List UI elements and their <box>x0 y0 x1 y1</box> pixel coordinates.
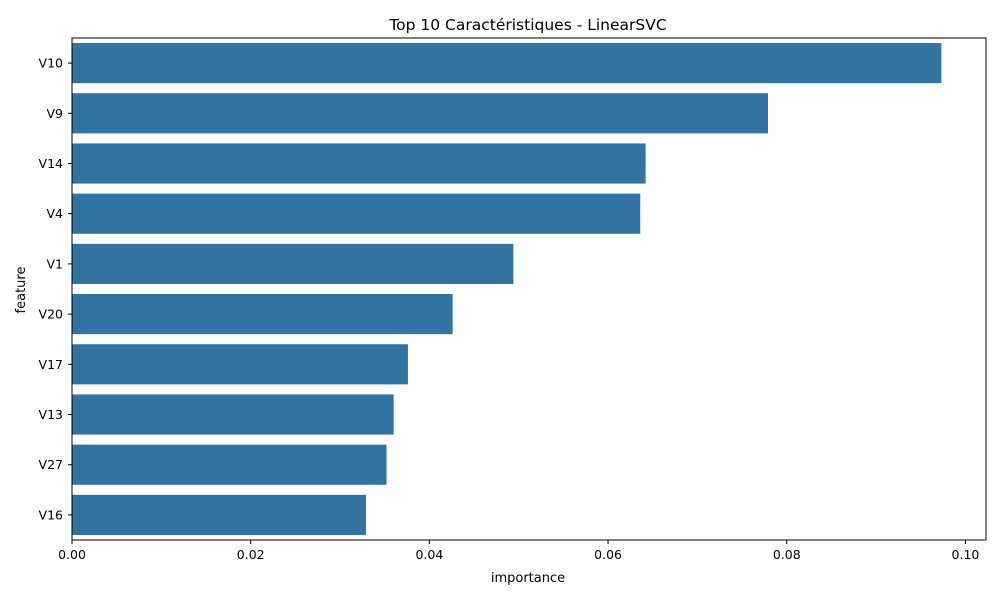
plot-frame <box>71 37 987 541</box>
y-tick-label: V10 <box>39 56 64 71</box>
x-tick-label: 0.02 <box>237 547 265 562</box>
bar-v14 <box>72 143 646 184</box>
bar-v4 <box>72 193 641 234</box>
y-tick-label: V1 <box>46 256 63 271</box>
y-tick-label: V20 <box>39 307 64 322</box>
x-tick-label: 0.06 <box>594 547 622 562</box>
bars-layer <box>72 43 942 535</box>
y-tick-label: V4 <box>46 206 63 221</box>
bar-v20 <box>72 294 453 335</box>
y-axis-label: feature <box>14 267 29 314</box>
x-axis-label: importance <box>491 571 565 586</box>
bar-v1 <box>72 243 514 284</box>
bar-v16 <box>72 494 366 535</box>
x-tick-label: 0.08 <box>773 547 801 562</box>
y-tick-label: V13 <box>39 407 63 422</box>
bar-v10 <box>72 43 942 84</box>
y-tick-label: V16 <box>39 507 64 522</box>
bar-v27 <box>72 444 387 485</box>
bar-v17 <box>72 344 408 385</box>
y-tick-label: V9 <box>46 106 63 121</box>
y-tick-label: V27 <box>39 457 63 472</box>
x-tick-label: 0.04 <box>415 547 443 562</box>
x-axis-ticks: 0.00 0.02 0.04 0.06 0.08 0.10 <box>58 540 979 562</box>
chart-title: Top 10 Caractéristiques - LinearSVC <box>388 16 666 34</box>
bar-v13 <box>72 394 394 435</box>
x-tick-label: 0.00 <box>58 547 86 562</box>
bar-v9 <box>72 93 768 134</box>
y-tick-label: V14 <box>39 156 64 171</box>
x-tick-label: 0.10 <box>952 547 980 562</box>
y-axis-ticks: V10 V9 V14 V4 V1 V20 V17 V13 V27 V16 <box>39 56 72 522</box>
y-tick-label: V17 <box>39 357 63 372</box>
